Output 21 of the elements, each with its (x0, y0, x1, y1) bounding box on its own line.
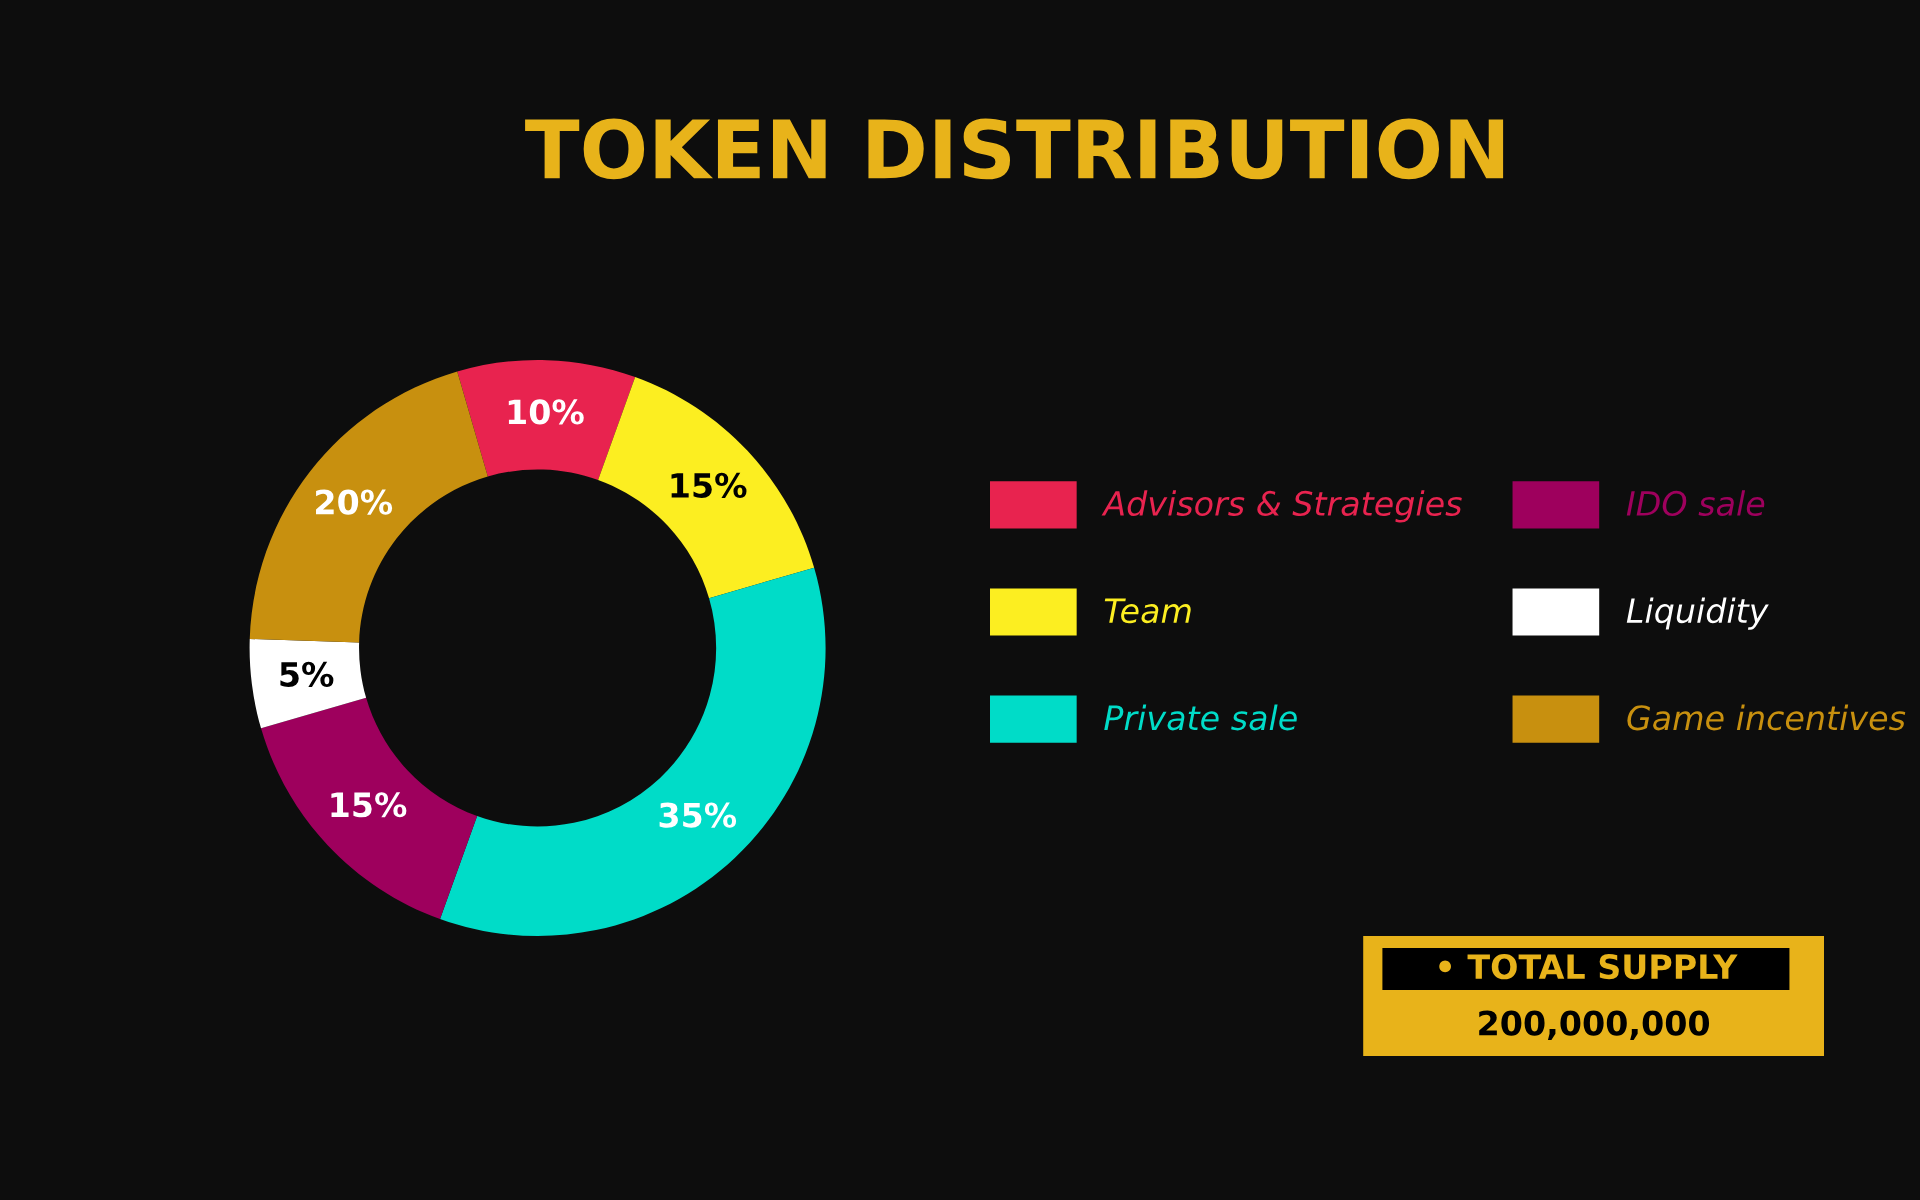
data-label: 20% (316, 489, 393, 515)
legend-label: Team (1104, 598, 1191, 624)
data-label: 15% (331, 792, 407, 818)
donut-slice (598, 377, 815, 599)
legend-label: Game incentives (1627, 704, 1906, 731)
donut-slice (249, 638, 367, 729)
donut-slice (261, 697, 478, 919)
text: 200,000,000 (1479, 1010, 1710, 1040)
legend-label: Advisors & Strategies (1101, 490, 1462, 523)
data-label: 35% (659, 802, 737, 828)
donut-slice (440, 567, 826, 936)
chart-title: TOKEN DISTRIBUTION (525, 118, 1504, 180)
donut-slice (457, 360, 636, 480)
text: • TOTAL SUPPLY (1439, 954, 1738, 980)
legend-label: Liquidity (1626, 597, 1769, 630)
legend-label: Private sale (1104, 704, 1297, 731)
donut-slice (249, 371, 488, 643)
data-label: 10% (508, 399, 584, 425)
legend-label: IDO sale (1626, 490, 1765, 517)
data-label: 5% (280, 661, 334, 687)
data-label: 15% (671, 472, 747, 498)
